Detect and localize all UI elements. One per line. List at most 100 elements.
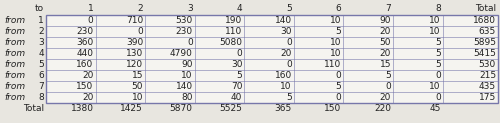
Text: 530: 530 <box>478 60 496 69</box>
Text: 20: 20 <box>380 49 391 58</box>
Text: 390: 390 <box>126 38 143 47</box>
Bar <box>46 15 498 103</box>
Text: 20: 20 <box>280 49 292 58</box>
Text: 10: 10 <box>429 82 440 91</box>
Text: 365: 365 <box>274 104 292 113</box>
Text: 110: 110 <box>225 27 242 36</box>
Text: Total: Total <box>475 4 496 13</box>
Text: 0: 0 <box>386 82 391 91</box>
Text: 10: 10 <box>330 38 342 47</box>
Text: 50: 50 <box>132 82 143 91</box>
Text: 110: 110 <box>324 60 342 69</box>
Text: 0: 0 <box>286 38 292 47</box>
Text: 10: 10 <box>330 49 342 58</box>
Text: 7: 7 <box>38 82 44 91</box>
Text: 0: 0 <box>286 60 292 69</box>
Text: 30: 30 <box>231 60 242 69</box>
Text: from: from <box>5 60 26 69</box>
Text: 10: 10 <box>280 82 292 91</box>
Text: 6: 6 <box>38 71 44 80</box>
Text: 710: 710 <box>126 16 143 25</box>
Text: 2: 2 <box>38 27 44 36</box>
Text: 20: 20 <box>380 27 391 36</box>
Text: 160: 160 <box>274 71 292 80</box>
Text: 5: 5 <box>286 4 292 13</box>
Text: 5080: 5080 <box>220 38 242 47</box>
Text: 0: 0 <box>187 38 192 47</box>
Text: 15: 15 <box>380 60 391 69</box>
Text: 5: 5 <box>435 38 440 47</box>
Text: 90: 90 <box>380 16 391 25</box>
Text: 120: 120 <box>126 60 143 69</box>
Text: from: from <box>5 16 26 25</box>
Text: 20: 20 <box>380 93 391 102</box>
Text: 5: 5 <box>38 60 44 69</box>
Text: 440: 440 <box>76 49 94 58</box>
Text: 20: 20 <box>82 71 94 80</box>
Text: 8: 8 <box>38 93 44 102</box>
Text: 1: 1 <box>38 16 44 25</box>
Text: 10: 10 <box>330 16 342 25</box>
Text: 10: 10 <box>429 16 440 25</box>
Text: 4790: 4790 <box>170 49 192 58</box>
Text: 220: 220 <box>374 104 391 113</box>
Text: 130: 130 <box>126 49 143 58</box>
Text: from: from <box>5 82 26 91</box>
Text: 70: 70 <box>231 82 242 91</box>
Text: 3: 3 <box>187 4 192 13</box>
Text: 40: 40 <box>231 93 242 102</box>
Text: from: from <box>5 38 26 47</box>
Text: 635: 635 <box>478 27 496 36</box>
Text: 0: 0 <box>138 27 143 36</box>
Text: 5525: 5525 <box>220 104 242 113</box>
Text: 15: 15 <box>132 71 143 80</box>
Text: 360: 360 <box>76 38 94 47</box>
Text: 0: 0 <box>336 93 342 102</box>
Text: 8: 8 <box>435 4 440 13</box>
Text: 150: 150 <box>76 82 94 91</box>
Text: 7: 7 <box>386 4 391 13</box>
Text: 140: 140 <box>275 16 292 25</box>
Text: 20: 20 <box>82 93 94 102</box>
Text: 1680: 1680 <box>473 16 496 25</box>
Text: 230: 230 <box>76 27 94 36</box>
Text: 5: 5 <box>336 82 342 91</box>
Text: 1425: 1425 <box>120 104 143 113</box>
Text: 215: 215 <box>479 71 496 80</box>
Text: 0: 0 <box>435 93 440 102</box>
Text: to: to <box>35 4 44 13</box>
Text: from: from <box>5 49 26 58</box>
Text: 5: 5 <box>336 27 342 36</box>
Text: 0: 0 <box>435 71 440 80</box>
Text: 530: 530 <box>176 16 192 25</box>
Text: from: from <box>5 93 26 102</box>
Text: 1: 1 <box>88 4 94 13</box>
Text: 5: 5 <box>435 49 440 58</box>
Text: 160: 160 <box>76 60 94 69</box>
Text: 4: 4 <box>236 4 242 13</box>
Text: 5415: 5415 <box>473 49 496 58</box>
Text: 0: 0 <box>336 71 342 80</box>
Text: 10: 10 <box>132 93 143 102</box>
Text: 45: 45 <box>430 104 440 113</box>
Text: 230: 230 <box>176 27 192 36</box>
Text: 30: 30 <box>280 27 292 36</box>
Text: 90: 90 <box>181 60 192 69</box>
Text: 175: 175 <box>478 93 496 102</box>
Text: 5: 5 <box>286 93 292 102</box>
Text: 0: 0 <box>236 49 242 58</box>
Text: 5: 5 <box>435 60 440 69</box>
Text: 3: 3 <box>38 38 44 47</box>
Text: from: from <box>5 27 26 36</box>
Text: 435: 435 <box>479 82 496 91</box>
Text: 1380: 1380 <box>70 104 94 113</box>
Text: 5: 5 <box>236 71 242 80</box>
Text: 10: 10 <box>429 27 440 36</box>
Text: 140: 140 <box>176 82 192 91</box>
Text: 5895: 5895 <box>473 38 496 47</box>
Text: 2: 2 <box>138 4 143 13</box>
Text: 6: 6 <box>336 4 342 13</box>
Text: 0: 0 <box>88 16 94 25</box>
Text: from: from <box>5 71 26 80</box>
Text: 4: 4 <box>38 49 44 58</box>
